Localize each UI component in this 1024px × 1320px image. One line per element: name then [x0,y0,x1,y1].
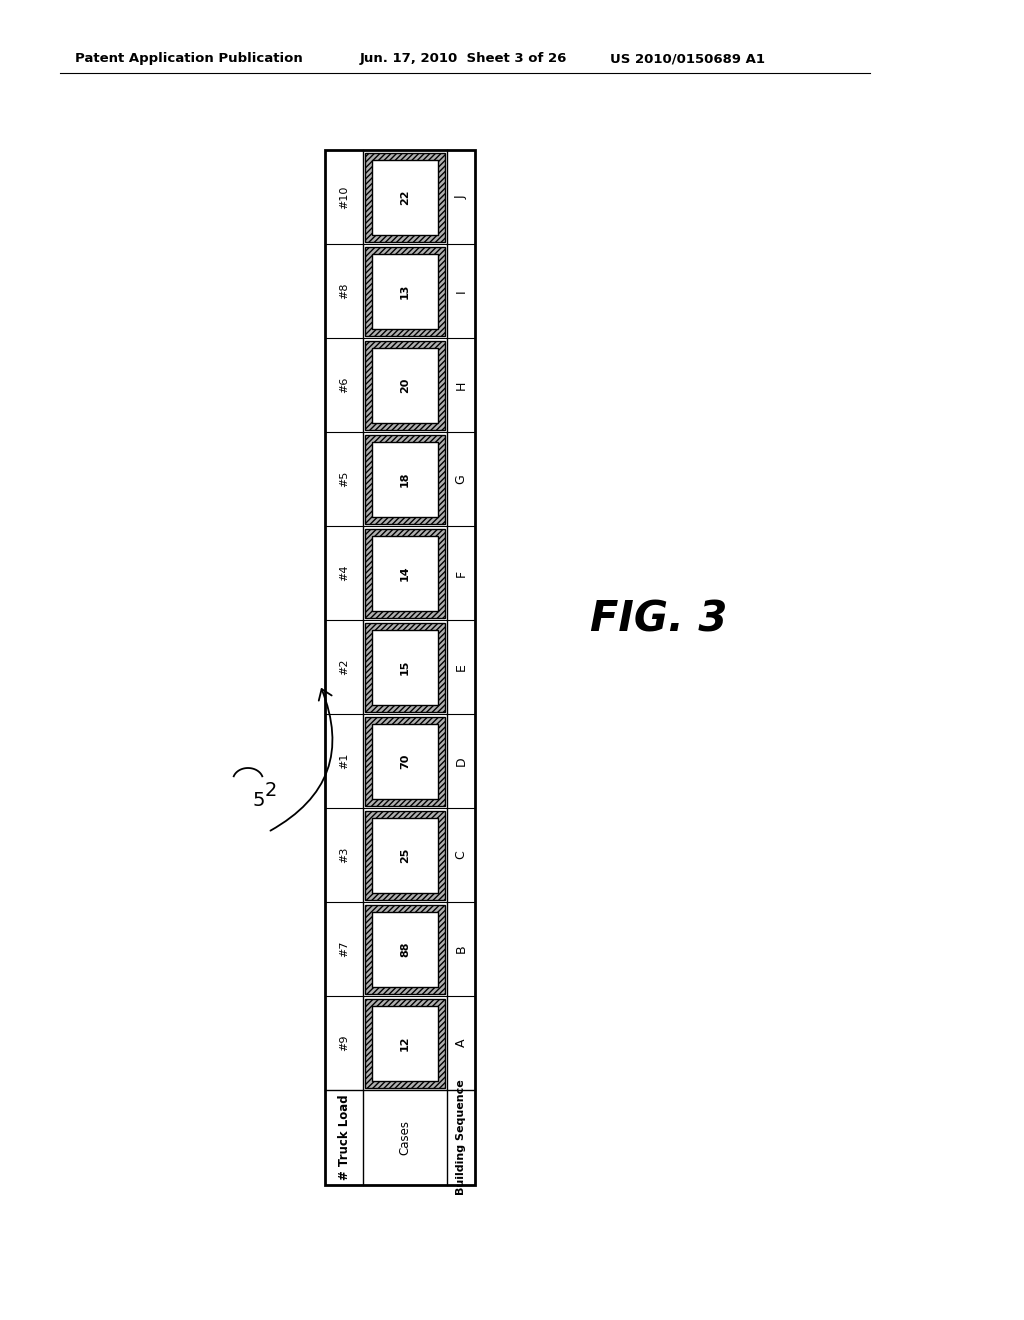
Text: US 2010/0150689 A1: US 2010/0150689 A1 [610,51,765,65]
Text: E: E [455,663,468,671]
Bar [365,341,445,429]
Bar [365,810,445,899]
Text: Building Sequence: Building Sequence [456,1080,466,1196]
Text: 14: 14 [400,565,410,581]
Bar [372,630,438,705]
Text: #3: #3 [339,847,349,863]
Bar [365,717,445,805]
Text: #9: #9 [339,1035,349,1051]
Text: 88: 88 [400,941,410,957]
Text: I: I [455,289,468,293]
Text: 18: 18 [400,471,410,487]
Text: #2: #2 [339,659,349,676]
Text: #10: #10 [339,185,349,209]
Text: F: F [455,569,468,577]
Bar [365,434,445,524]
Text: Jun. 17, 2010  Sheet 3 of 26: Jun. 17, 2010 Sheet 3 of 26 [360,51,567,65]
Bar [372,441,438,516]
Bar [372,912,438,986]
Text: #5: #5 [339,471,349,487]
Bar [365,998,445,1088]
Text: J: J [455,195,468,199]
Bar [365,247,445,335]
Text: B: B [455,945,468,953]
Text: H: H [455,380,468,389]
Text: # Truck Load: # Truck Load [338,1094,350,1180]
Bar [372,723,438,799]
Text: C: C [455,850,468,859]
Bar [372,1006,438,1081]
Text: FIG. 3: FIG. 3 [590,599,727,642]
Text: $\mathit{5}$: $\mathit{5}$ [252,791,264,810]
Text: Cases: Cases [398,1119,412,1155]
Text: A: A [455,1039,468,1047]
Text: #4: #4 [339,565,349,581]
Bar [372,536,438,610]
Text: #8: #8 [339,282,349,300]
Bar [372,160,438,235]
Text: Patent Application Publication: Patent Application Publication [75,51,303,65]
Text: D: D [455,756,468,766]
Text: #1: #1 [339,752,349,770]
Bar [372,817,438,892]
Text: #6: #6 [339,376,349,393]
Bar [325,150,475,1185]
Bar [365,904,445,994]
Bar [365,153,445,242]
Text: $\mathit{2}$: $\mathit{2}$ [264,781,276,800]
Text: 22: 22 [400,189,410,205]
Bar [365,528,445,618]
FancyArrowPatch shape [270,689,333,830]
Text: 13: 13 [400,284,410,298]
Text: 25: 25 [400,847,410,863]
Bar [372,253,438,329]
Text: #7: #7 [339,941,349,957]
Text: 15: 15 [400,659,410,675]
Bar [365,623,445,711]
Bar [372,347,438,422]
Text: 12: 12 [400,1035,410,1051]
Text: G: G [455,474,468,484]
Text: 20: 20 [400,378,410,392]
Text: 70: 70 [400,754,410,768]
